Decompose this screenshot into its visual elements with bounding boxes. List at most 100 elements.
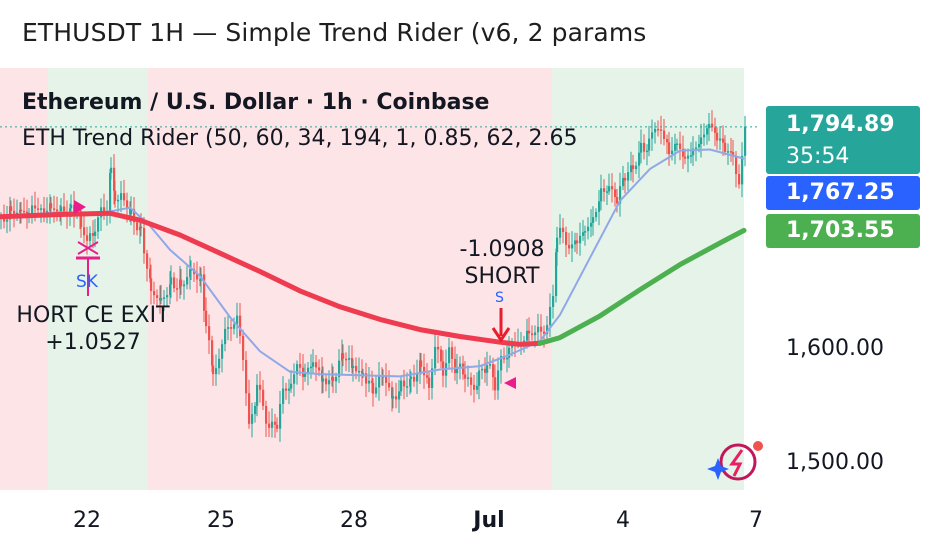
candle	[239, 303, 242, 344]
candle	[416, 359, 419, 394]
candle	[94, 218, 97, 248]
candle	[325, 373, 328, 392]
candle	[89, 226, 92, 247]
candle	[638, 141, 641, 179]
candle	[500, 349, 503, 384]
candle	[245, 351, 248, 406]
candle	[385, 363, 388, 397]
candle	[603, 179, 606, 202]
candle	[338, 349, 341, 384]
candle	[242, 329, 245, 371]
candle	[254, 401, 257, 423]
candle	[420, 352, 423, 375]
candle	[290, 370, 293, 393]
short-annotation: -1.0908 SHORT	[446, 236, 558, 290]
current-price-value: 1,794.89	[786, 112, 895, 137]
candle	[224, 317, 227, 352]
candle	[400, 376, 403, 396]
candle	[571, 231, 574, 263]
candle	[80, 204, 83, 238]
current-price-tag: 1,794.89 35:54	[766, 106, 920, 174]
candle	[600, 174, 603, 211]
candle	[196, 261, 199, 294]
candle	[342, 344, 345, 367]
candle	[562, 218, 565, 244]
candle	[537, 313, 540, 344]
candle	[448, 338, 451, 370]
candle	[492, 357, 495, 391]
short-annotation-title: SHORT	[464, 264, 540, 289]
candle	[279, 390, 282, 442]
candle	[587, 217, 590, 240]
candle	[708, 112, 711, 142]
trend-line-bear	[0, 210, 543, 347]
candle	[53, 195, 56, 223]
candle	[481, 364, 484, 380]
candle	[251, 402, 254, 438]
sparkle-logo-icon[interactable]	[704, 440, 766, 484]
date-axis-label: 25	[207, 508, 235, 533]
candle	[362, 368, 365, 379]
candle	[262, 379, 265, 411]
candle	[646, 144, 649, 166]
candle	[43, 196, 46, 223]
candle	[687, 148, 690, 173]
candle	[208, 314, 211, 354]
candle	[440, 345, 443, 369]
candle	[592, 206, 595, 236]
background-band-bull	[552, 68, 744, 490]
candle	[361, 359, 364, 387]
candle	[203, 265, 206, 323]
candle	[227, 313, 230, 341]
candle	[595, 208, 598, 222]
candle	[31, 195, 34, 224]
entry-marker-left	[504, 377, 516, 389]
candle	[259, 371, 262, 403]
candle	[676, 138, 679, 151]
date-axis-label: 28	[340, 508, 368, 533]
candle	[682, 135, 685, 169]
candle	[146, 249, 149, 282]
candle	[110, 157, 113, 180]
candle	[630, 151, 633, 181]
candle	[335, 372, 338, 394]
candle	[668, 131, 671, 166]
background-band-bear	[0, 68, 48, 490]
candle	[120, 180, 123, 212]
candle	[268, 411, 271, 438]
candle	[576, 232, 579, 255]
candle	[163, 290, 166, 312]
sk-signal-label: SK	[76, 272, 98, 292]
candle	[321, 357, 324, 394]
candle	[293, 363, 296, 397]
candle	[180, 268, 183, 295]
candle	[556, 226, 559, 266]
candle	[579, 222, 582, 256]
candle	[156, 289, 159, 308]
candle	[632, 154, 635, 183]
candle	[398, 380, 401, 413]
candle	[624, 172, 627, 194]
candle	[190, 260, 193, 280]
candles	[0, 110, 747, 442]
legend-indicator-line[interactable]: ETH Trend Rider (50, 60, 34, 194, 1, 0.8…	[22, 126, 578, 151]
candle	[732, 139, 735, 166]
price-axis-label: 1,500.00	[786, 450, 884, 475]
candle	[531, 325, 534, 341]
candle	[248, 379, 251, 429]
candle	[622, 165, 625, 191]
trend-line-price-tag: 1,703.55	[766, 214, 920, 248]
candle	[559, 214, 562, 245]
trend-background	[0, 68, 744, 490]
candle	[565, 226, 568, 257]
candle	[166, 287, 169, 307]
candle	[310, 354, 313, 379]
candle	[619, 172, 622, 217]
candle	[582, 219, 585, 241]
candle	[315, 354, 318, 382]
candle	[169, 271, 172, 305]
candle	[375, 375, 378, 398]
candle	[657, 120, 660, 137]
candle	[160, 284, 163, 305]
